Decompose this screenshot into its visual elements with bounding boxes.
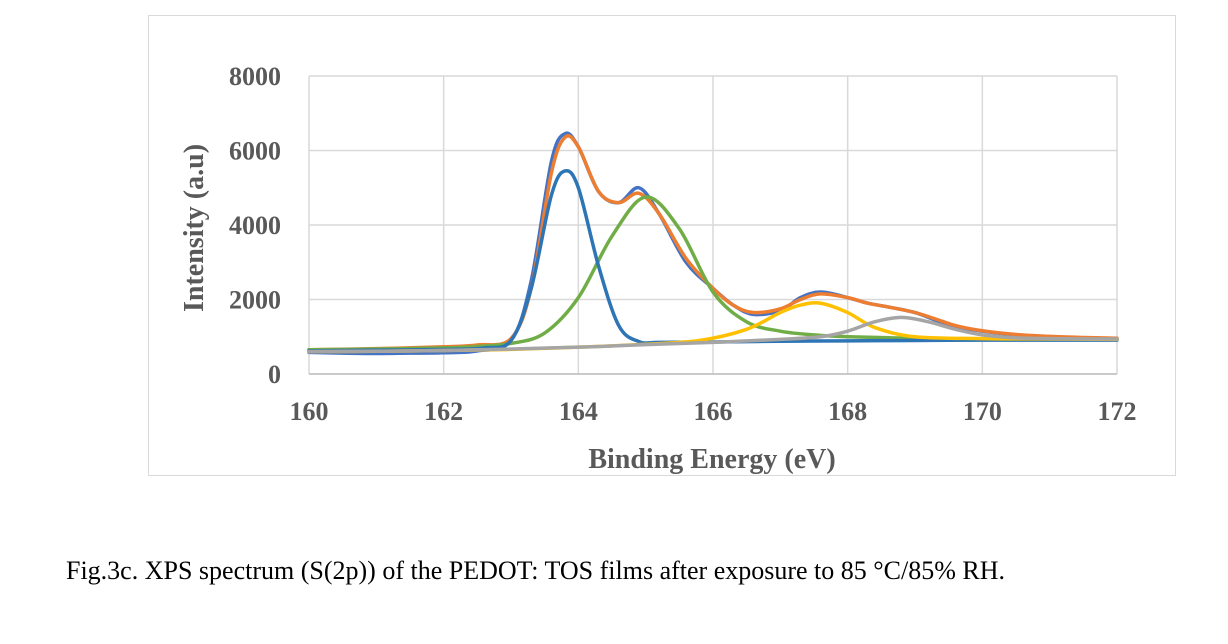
plot-series	[307, 131, 1119, 356]
y-tick-label: 6000	[229, 137, 281, 166]
series-line-4	[307, 168, 1119, 353]
x-tick-label: 172	[1098, 397, 1137, 426]
y-tick-label: 4000	[229, 211, 281, 240]
y-tick-label: 8000	[229, 62, 281, 91]
x-tick-label: 164	[559, 397, 598, 426]
series-line-6	[307, 315, 1119, 354]
x-tick-label: 162	[424, 397, 463, 426]
x-tick-label: 168	[828, 397, 867, 426]
x-tick-label: 166	[694, 397, 733, 426]
y-tick-label: 0	[268, 360, 281, 389]
figure-caption: Fig.3c. XPS spectrum (S(2p)) of the PEDO…	[66, 556, 1006, 585]
chart-frame: 0 2000 4000 6000 8000 160 162 164 166 168 170 172 B…	[148, 15, 1176, 476]
x-axis-title: Binding Energy (eV)	[588, 444, 835, 475]
axes: 0 2000 4000 6000 8000 160 162 164 166 168 170 172	[229, 62, 1137, 426]
x-tick-label: 170	[963, 397, 1002, 426]
y-axis-title: Intensity (a.u)	[179, 144, 210, 312]
grid	[308, 75, 1118, 375]
chart-svg: 0 2000 4000 6000 8000 160 162 164 166 168 170 172 B…	[179, 62, 1137, 475]
y-tick-label: 2000	[229, 286, 281, 315]
x-tick-label: 160	[290, 397, 329, 426]
